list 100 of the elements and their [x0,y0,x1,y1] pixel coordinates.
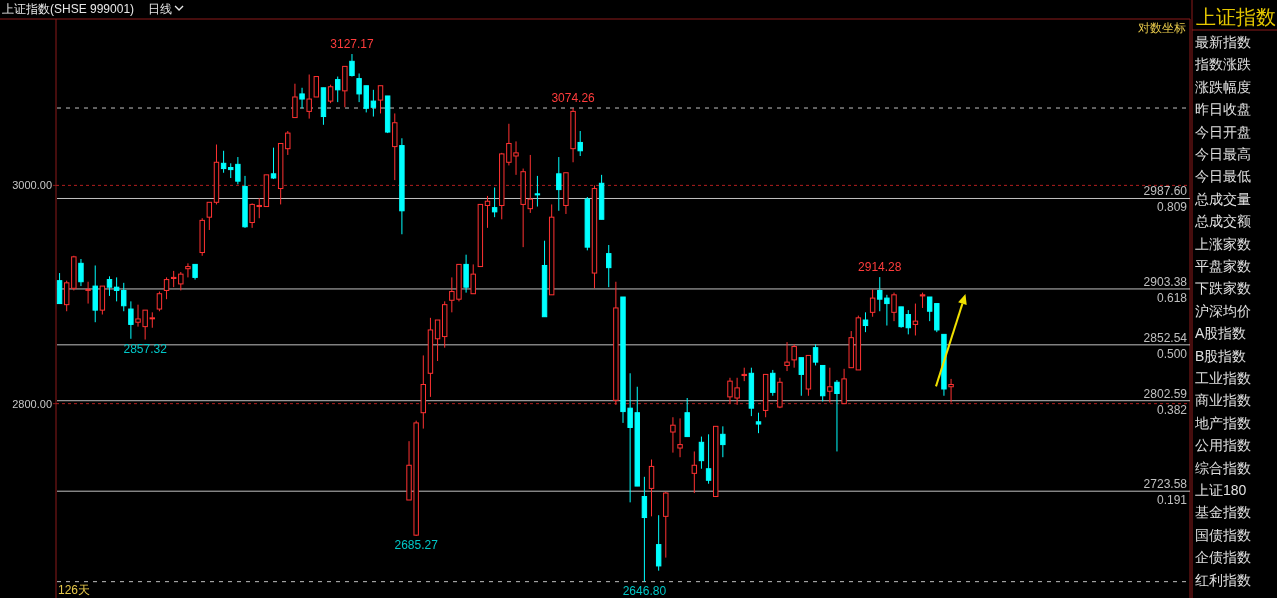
candlestick [292,83,298,119]
text: 商业指数 [1195,392,1251,409]
ref-line-label: 2903.38 [1143,274,1188,289]
candlestick [798,357,805,397]
text: 公用指数 [1195,437,1251,454]
y-tick-label: 2800.00 [12,397,52,410]
candlestick [56,272,63,305]
candlestick [463,254,469,294]
text: 涨跌幅度 [1195,78,1251,95]
candlestick [106,275,113,297]
text: 总成交额 [1194,213,1251,230]
text: 上证指数 [1196,6,1276,28]
candlestick [85,281,91,305]
candlestick [306,74,312,120]
text: 上涨家数 [1195,235,1251,252]
candlestick [78,258,84,287]
candlestick [534,175,541,208]
candlestick [691,450,698,494]
candlestick [434,319,441,362]
candlestick [827,367,833,404]
ref-line-label: 2987.60 [1143,184,1188,199]
ref-line-label: 2852.54 [1143,330,1188,345]
text: 昨日收盘 [1195,101,1251,118]
text: 平盘家数 [1195,258,1251,274]
text: B股指数 [1195,347,1247,364]
candlestick [484,195,491,229]
text: 综合指数 [1195,459,1251,476]
candlestick [491,186,498,218]
annotation: 126天 [58,583,91,597]
text: 国债指数 [1195,526,1251,543]
text: 今日开盘 [1195,123,1251,140]
text: 地产指数 [1194,414,1251,431]
candlestick [470,263,476,295]
text: 红利指数 [1195,571,1251,588]
candlestick [770,369,776,397]
candlestick [655,514,662,572]
candlestick [556,156,562,212]
candlestick [791,343,797,369]
text: 总成交量 [1194,190,1251,207]
candlestick [862,311,869,333]
candlestick [327,84,334,104]
candlestick [377,85,384,114]
candlestick [121,282,127,312]
candlestick [948,378,954,404]
candlestick [270,147,277,180]
candlestick [606,244,612,288]
candlestick [784,341,790,372]
annotation: 2857.32 [123,341,168,356]
text: 企债指数 [1195,549,1251,566]
candlestick [812,343,819,366]
candlestick [663,491,669,559]
annotation: 2646.80 [622,583,667,598]
candlestick [891,292,897,322]
y-tick-label: 3000.00 [12,179,52,192]
text: 最新指数 [1195,34,1251,50]
candlestick [185,262,191,278]
candlestick [349,53,355,78]
text: 今日最高 [1195,146,1251,162]
candlestick [755,412,762,434]
candlestick [705,433,712,485]
candlestick [912,303,919,336]
chart-subtitle: 日线 [148,2,173,16]
annotation: 0.191 [1156,493,1188,508]
candlestick [128,300,134,340]
annotation: 2914.28 [858,260,902,275]
annotation: 3074.26 [551,91,596,106]
text: 工业指数 [1195,370,1251,386]
annotation: 3127.17 [330,37,374,52]
ref-line-label: 2802.59 [1143,386,1188,401]
text: 沪深均价 [1195,302,1251,319]
annotation: 0.809 [1156,200,1188,215]
annotation: 对数坐标 [1138,21,1186,35]
text: 上证180 [1195,482,1247,498]
candlestick [698,436,705,470]
annotation: 2685.27 [394,538,439,553]
candlestick [206,201,213,231]
candlestick [113,276,120,302]
text: A股指数 [1195,325,1247,342]
candlestick [577,130,583,157]
candlestick [677,417,683,458]
candlestick [370,89,377,118]
annotation: 0.382 [1156,402,1188,417]
candlestick [299,87,305,109]
candlestick [641,476,648,583]
candlestick [163,276,170,300]
candlestick [869,288,876,318]
candlestick [720,425,726,458]
candlestick [834,379,840,452]
text: 指数涨跌 [1194,56,1251,73]
candlestick [156,291,163,312]
candlestick [392,112,398,181]
candlestick [648,459,655,517]
candlestick [220,150,227,174]
annotation: 0.618 [1156,290,1188,305]
ref-line-label: 2723.58 [1143,477,1188,492]
annotation: 0.500 [1156,346,1188,361]
candlestick [670,416,676,454]
text: 基金指数 [1195,504,1251,521]
text: 下跌家数 [1195,280,1251,297]
candlestick [313,76,320,98]
